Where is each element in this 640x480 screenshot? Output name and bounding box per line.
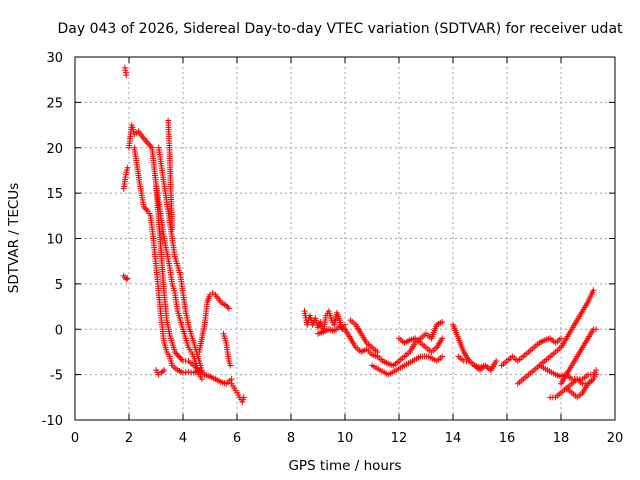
y-tick-label: 25 xyxy=(46,96,63,111)
data-point xyxy=(143,206,150,213)
data-point xyxy=(123,72,130,79)
y-axis-label: SDTVAR / TECUs xyxy=(6,183,22,293)
data-point xyxy=(224,304,231,311)
data-point xyxy=(124,275,131,282)
series-arc-f xyxy=(153,181,205,383)
data-point xyxy=(493,358,500,365)
data-point xyxy=(223,302,230,309)
series-arc-n xyxy=(315,323,348,337)
series-arc-q xyxy=(347,317,381,355)
series-arc-t xyxy=(455,353,494,374)
series-arc-y xyxy=(558,326,600,387)
series-arc-h xyxy=(165,117,176,233)
data-point xyxy=(590,287,597,294)
y-tick-label: 0 xyxy=(55,323,63,338)
series-arc-u xyxy=(498,335,564,369)
y-tick-label: -10 xyxy=(42,414,63,429)
data-point xyxy=(177,354,184,361)
data-point xyxy=(178,356,185,363)
x-tick-label: 20 xyxy=(607,431,624,446)
data-point xyxy=(174,351,181,358)
series-arc-b xyxy=(120,272,131,283)
series-arc-c xyxy=(120,164,131,192)
series-arc-p xyxy=(369,353,446,378)
x-tick-label: 14 xyxy=(445,431,462,446)
series-arc-a xyxy=(121,64,130,79)
data-point xyxy=(374,348,381,355)
series-arc-k xyxy=(220,330,234,369)
axes: 0 2 4 6 8 10 12 14 16 18 20 -10 -5 0 5 10 15 20 25 30 xyxy=(42,51,624,446)
data-point xyxy=(240,394,247,401)
plot-frame xyxy=(74,56,616,421)
data-point xyxy=(143,138,150,145)
x-tick-label: 0 xyxy=(71,431,79,446)
y-tick-label: 5 xyxy=(55,278,63,293)
data-point xyxy=(487,367,494,374)
data-point xyxy=(439,353,446,360)
data-point xyxy=(147,143,154,150)
data-point xyxy=(142,137,149,144)
series-arc-i xyxy=(153,367,168,378)
x-tick-label: 18 xyxy=(553,431,570,446)
x-tick-label: 16 xyxy=(499,431,516,446)
data-point xyxy=(225,305,232,312)
y-tick-label: 30 xyxy=(46,51,63,66)
data-point xyxy=(439,335,446,342)
data-point xyxy=(144,140,151,147)
data-points xyxy=(120,64,600,405)
data-point xyxy=(593,326,600,333)
data-point xyxy=(558,335,564,342)
data-point xyxy=(593,371,600,378)
series-arc-m xyxy=(301,308,348,335)
series-arc-z xyxy=(563,371,600,401)
data-point xyxy=(140,135,147,142)
data-point xyxy=(439,318,446,325)
series-arc-e xyxy=(131,144,203,376)
data-point xyxy=(123,276,130,283)
data-point xyxy=(146,141,153,148)
x-tick-label: 2 xyxy=(125,431,133,446)
series-arc-d xyxy=(126,122,235,387)
y-tick-label: 10 xyxy=(46,233,63,248)
data-point xyxy=(227,362,234,369)
x-tick-label: 6 xyxy=(233,431,241,446)
series-arc-l xyxy=(228,380,247,405)
data-point xyxy=(169,226,176,233)
data-point xyxy=(159,368,166,375)
y-tick-label: -5 xyxy=(50,369,63,384)
x-tick-label: 4 xyxy=(179,431,187,446)
series-arc-j xyxy=(196,289,232,355)
data-point xyxy=(198,376,205,383)
x-tick-label: 8 xyxy=(287,431,295,446)
data-point xyxy=(161,367,168,374)
y-tick-label: 20 xyxy=(46,142,63,157)
data-point xyxy=(158,369,165,376)
series-arc-r xyxy=(396,335,446,355)
data-point xyxy=(198,367,205,374)
x-axis-label: GPS time / hours xyxy=(288,458,401,474)
x-tick-label: 10 xyxy=(337,431,354,446)
chart-title: Day 043 of 2026, Sidereal Day-to-day VTE… xyxy=(57,21,623,37)
y-tick-label: 15 xyxy=(46,187,63,202)
x-tick-label: 12 xyxy=(391,431,408,446)
data-point xyxy=(124,164,131,171)
data-point xyxy=(175,353,182,360)
